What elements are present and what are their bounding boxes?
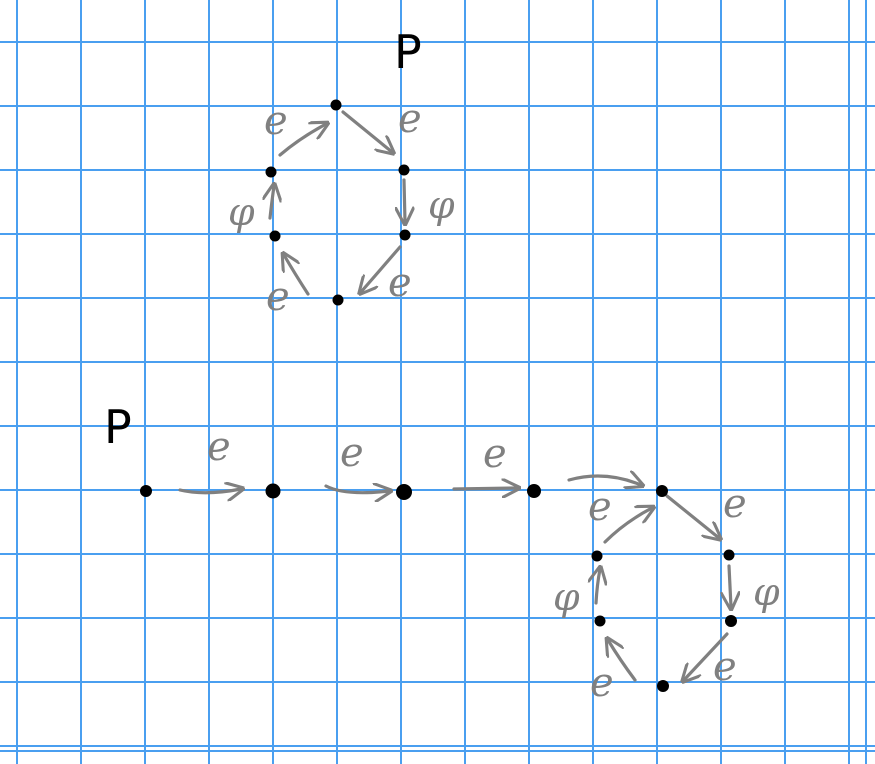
- bottom-cycle-vertex-3: [725, 615, 737, 627]
- top-vertex-3: [399, 229, 411, 241]
- bottom-cycle-labels: e φ e e φ e: [553, 481, 780, 706]
- bottom-start-label: P: [104, 400, 132, 454]
- top-cycle-labels: e φ e e φ e: [228, 96, 455, 320]
- bottom-tail-arrows: [178, 476, 641, 493]
- top-vertex-2: [398, 164, 410, 176]
- bottom-edge-label-2: φ: [753, 570, 780, 614]
- bottom-tail-labels: e e e: [207, 424, 507, 477]
- top-cycle-arrows: [270, 110, 405, 294]
- bottom-path-vertex-3: [396, 484, 412, 500]
- bottom-cycle-vertex-5: [594, 615, 606, 627]
- top-edge-label-6: e: [264, 98, 288, 144]
- bottom-cycle-vertex-6: [591, 550, 603, 562]
- bottom-tail-label-3: e: [483, 431, 507, 477]
- bottom-path-vertex-1: [140, 485, 152, 497]
- bottom-path-vertex-2: [265, 483, 281, 499]
- top-cycle-dots: [265, 99, 411, 306]
- bottom-path-vertex-4: [527, 484, 541, 498]
- bottom-edge-label-4: e: [590, 660, 614, 706]
- top-vertex-6: [265, 166, 277, 178]
- top-start-label: P: [394, 25, 422, 79]
- bottom-tail-label-1: e: [207, 424, 231, 470]
- bottom-edge-label-1: e: [723, 481, 747, 527]
- top-edge-label-2: φ: [428, 183, 455, 227]
- bottom-cycle-arrows: [596, 494, 731, 680]
- top-edge-label-4: e: [266, 274, 290, 320]
- top-edge-label-5: φ: [228, 190, 255, 234]
- top-vertex-1: [330, 99, 342, 111]
- bottom-cycle-vertex-4: [657, 680, 669, 692]
- top-vertex-5: [269, 230, 281, 242]
- bottom-edge-label-3: e: [713, 644, 737, 690]
- bottom-edge-label-5: φ: [553, 575, 580, 619]
- top-edge-label-3: e: [388, 260, 412, 306]
- bottom-cycle-vertex-2: [723, 549, 735, 561]
- bottom-dots: [140, 483, 737, 692]
- top-vertex-4: [332, 294, 344, 306]
- bottom-cycle-vertex-1: [656, 485, 668, 497]
- bottom-edge-label-6: e: [588, 484, 612, 530]
- bottom-tail-label-2: e: [340, 430, 364, 476]
- top-edge-label-1: e: [398, 96, 422, 142]
